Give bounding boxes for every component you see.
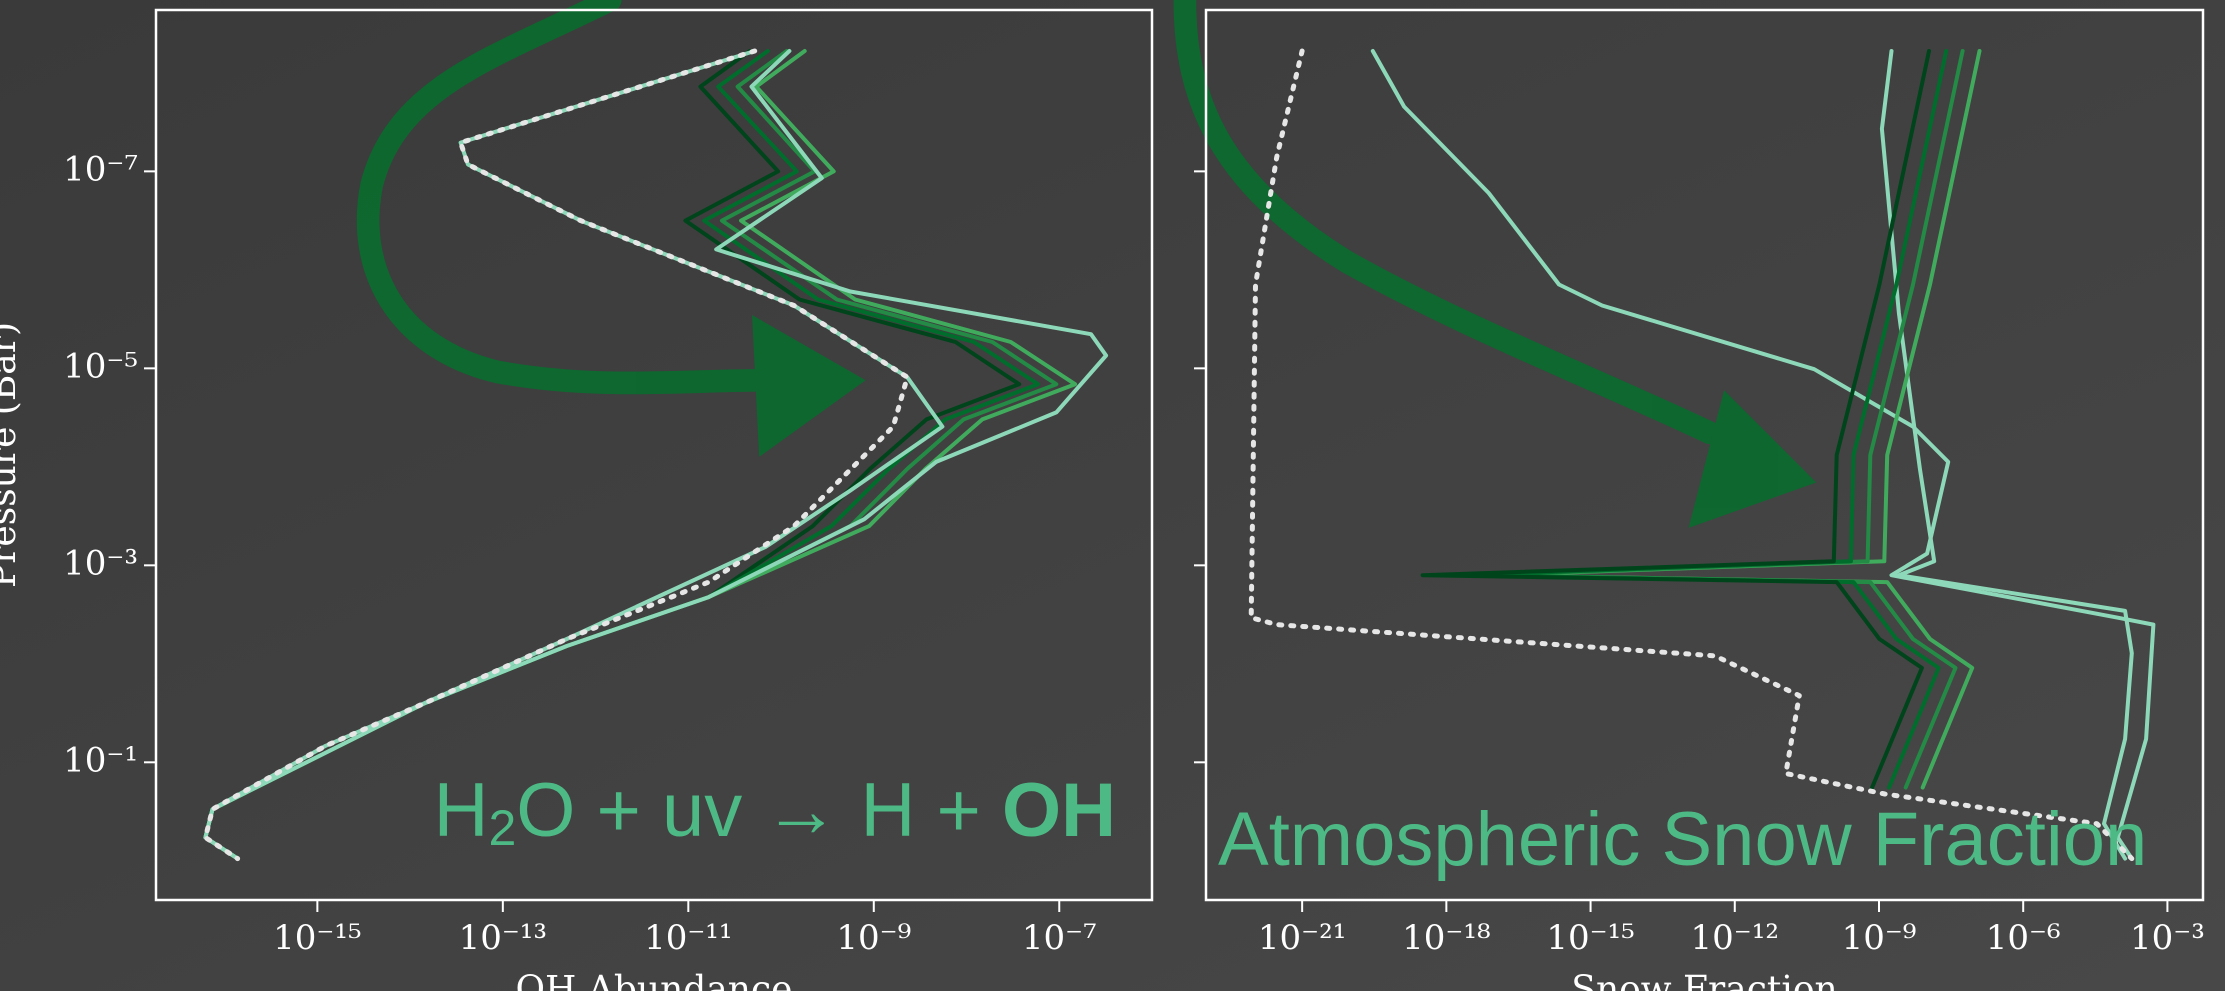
panel: 10⁻¹⁵ 10⁻¹³ 10⁻¹¹ 10⁻⁹ 10⁻⁷ 10⁻⁷ 10⁻⁵ 10⁻³ 10⁻¹ O… (0, 8, 1154, 991)
profile-line (1420, 49, 1931, 790)
x-tick-label: 10⁻¹⁸ (1402, 918, 1490, 958)
y-tick-label: 10⁻⁵ (63, 346, 138, 386)
x-tick-label: 10⁻¹³ (459, 918, 547, 958)
arrow-head (752, 315, 866, 457)
annotation-part: H (434, 768, 489, 853)
lines (202, 48, 1109, 862)
x-tick-label: 10⁻¹⁵ (273, 918, 361, 958)
y-tick-label: 10⁻⁷ (63, 149, 138, 189)
annotation-part: OH (1002, 768, 1116, 853)
profile-line (202, 48, 910, 862)
y-tick-label: 10⁻¹ (63, 740, 138, 780)
arrow-head (1688, 390, 1817, 528)
lines (1248, 48, 2156, 862)
x-tick-label: 10⁻¹² (1691, 918, 1779, 958)
arrow-path (356, 0, 778, 395)
panel: 10⁻²¹ 10⁻¹⁸ 10⁻¹⁵ 10⁻¹² 10⁻⁹ 10⁻⁶ 10⁻³ Snow Fra… (1194, 8, 2205, 991)
arrows (356, 0, 1817, 528)
annotation: Atmospheric Snow Fraction (1218, 797, 2147, 882)
annotation-part: O + uv → H + (516, 768, 1002, 853)
profile-line (203, 49, 1109, 861)
annotation-part: Atmospheric Snow Fraction (1218, 797, 2147, 882)
annotation-part: 2 (488, 800, 516, 856)
x-tick-label: 10⁻⁷ (1022, 918, 1097, 958)
annotation: H2O + uv → H + OH (434, 768, 1116, 856)
arrow-path (1173, 0, 1722, 445)
x-tick-label: 10⁻¹⁵ (1546, 918, 1634, 958)
x-axis-label: Snow Fraction (1571, 970, 1837, 991)
y-axis-label: Pressure (Bar) (0, 322, 24, 588)
x-tick-label: 10⁻⁹ (836, 918, 911, 958)
y-tick-label: 10⁻³ (63, 543, 138, 583)
x-tick-label: 10⁻¹¹ (644, 918, 732, 958)
axes-frame (1204, 8, 2205, 902)
profile-line (1370, 49, 2156, 861)
x-axis-label: OH Abundance (516, 970, 793, 991)
x-tick-label: 10⁻²¹ (1258, 918, 1346, 958)
x-tick-label: 10⁻⁹ (1842, 918, 1917, 958)
axes-frame (154, 8, 1154, 902)
x-tick-label: 10⁻³ (2130, 918, 2205, 958)
x-tick-label: 10⁻⁶ (1986, 918, 2061, 958)
profile-line (1879, 49, 2134, 861)
profile-line (1248, 48, 2135, 862)
